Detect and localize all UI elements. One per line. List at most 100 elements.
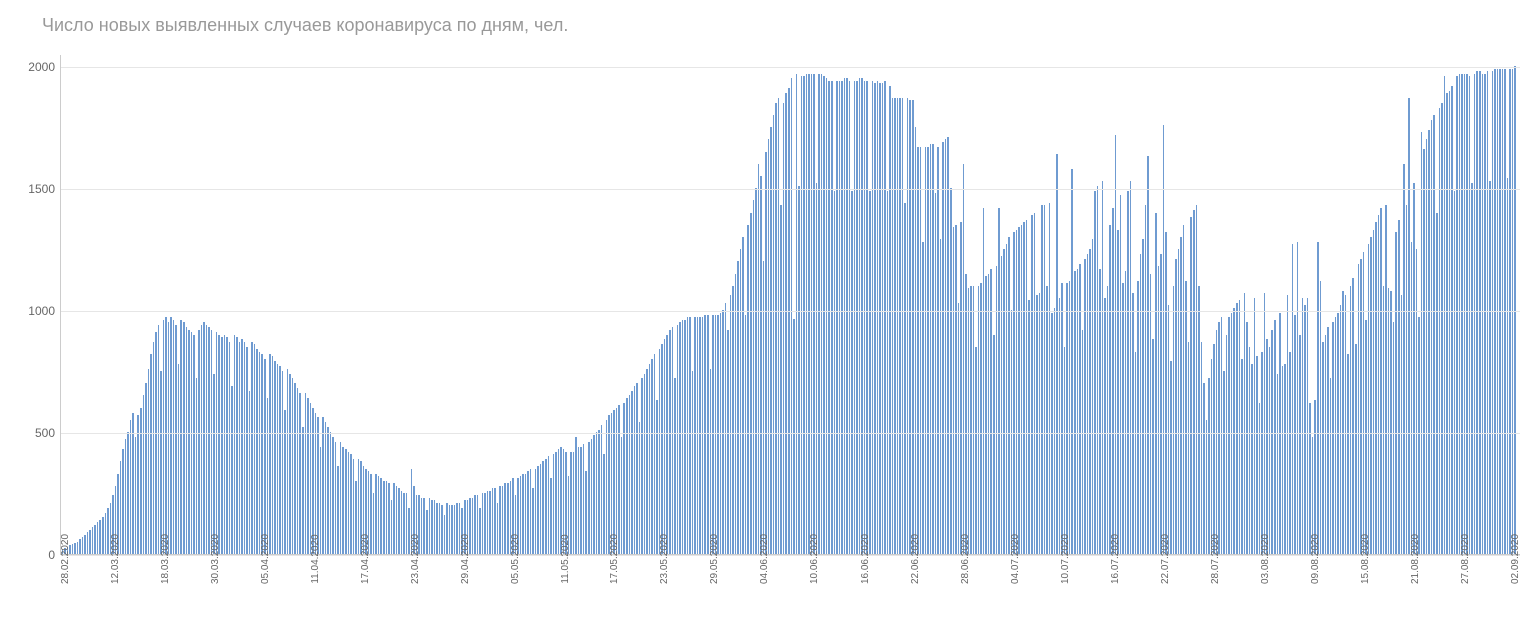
bar bbox=[636, 383, 638, 554]
bar bbox=[1347, 354, 1349, 554]
bar bbox=[765, 152, 767, 554]
bar bbox=[1256, 356, 1258, 554]
bar bbox=[254, 344, 256, 554]
bar bbox=[641, 378, 643, 554]
bar bbox=[299, 393, 301, 554]
bar bbox=[1332, 322, 1334, 554]
bar bbox=[148, 369, 150, 554]
bar bbox=[180, 320, 182, 554]
bar bbox=[1358, 264, 1360, 554]
bar bbox=[1031, 215, 1033, 554]
x-tick-label: 02.09.2020 bbox=[1510, 534, 1539, 584]
y-tick-label: 500 bbox=[35, 426, 61, 440]
x-tick: 15.08.2020 bbox=[1360, 555, 1410, 643]
x-tick: 09.08.2020 bbox=[1310, 555, 1360, 643]
bar bbox=[715, 315, 717, 554]
bar bbox=[1127, 191, 1129, 554]
bar bbox=[1130, 181, 1132, 554]
bar bbox=[1013, 232, 1015, 554]
bar bbox=[1393, 322, 1395, 554]
bar bbox=[803, 76, 805, 554]
bar bbox=[679, 322, 681, 554]
bar bbox=[854, 81, 856, 554]
bar bbox=[1003, 249, 1005, 554]
bar bbox=[925, 147, 927, 554]
bar bbox=[975, 347, 977, 554]
bar bbox=[1185, 281, 1187, 554]
x-tick: 22.06.2020 bbox=[910, 555, 960, 643]
bar bbox=[732, 286, 734, 554]
bar bbox=[629, 395, 631, 554]
x-tick: 04.07.2020 bbox=[1010, 555, 1060, 643]
bar bbox=[1297, 242, 1299, 554]
bar bbox=[887, 191, 889, 554]
bar bbox=[289, 374, 291, 554]
bar bbox=[1444, 76, 1446, 554]
bar bbox=[1132, 293, 1134, 554]
bar bbox=[191, 332, 193, 554]
bar bbox=[879, 83, 881, 554]
bar bbox=[1125, 271, 1127, 554]
bar bbox=[226, 337, 228, 554]
bar bbox=[1084, 259, 1086, 554]
x-tick: 28.07.2020 bbox=[1210, 555, 1260, 643]
bar bbox=[1115, 135, 1117, 555]
bar bbox=[1309, 403, 1311, 554]
bar bbox=[834, 191, 836, 554]
bar bbox=[1375, 222, 1377, 554]
bar bbox=[1355, 344, 1357, 554]
bar bbox=[1395, 232, 1397, 554]
bar bbox=[236, 337, 238, 554]
bar bbox=[1406, 205, 1408, 554]
bar bbox=[1352, 278, 1354, 554]
bar bbox=[654, 354, 656, 554]
bar bbox=[1461, 74, 1463, 554]
bar bbox=[1269, 347, 1271, 554]
bar bbox=[1122, 283, 1124, 554]
bar bbox=[1284, 364, 1286, 554]
x-tick: 23.05.2020 bbox=[659, 555, 709, 643]
bar bbox=[710, 369, 712, 554]
bar bbox=[294, 383, 296, 554]
bar bbox=[694, 317, 696, 554]
bar bbox=[1104, 298, 1106, 554]
bar bbox=[884, 81, 886, 554]
bar bbox=[1335, 317, 1337, 554]
bar bbox=[1074, 271, 1076, 554]
bar bbox=[1183, 225, 1185, 554]
bar bbox=[783, 103, 785, 554]
bar bbox=[722, 310, 724, 554]
bar bbox=[201, 325, 203, 554]
bar bbox=[806, 74, 808, 554]
bar bbox=[955, 225, 957, 554]
bar bbox=[140, 408, 142, 554]
bar bbox=[902, 98, 904, 554]
bar bbox=[1390, 291, 1392, 554]
bar bbox=[1213, 344, 1215, 554]
bar bbox=[1008, 237, 1010, 554]
bar bbox=[1254, 298, 1256, 554]
bar bbox=[985, 276, 987, 554]
bar bbox=[968, 288, 970, 554]
bar bbox=[828, 81, 830, 554]
bar bbox=[780, 205, 782, 554]
bar bbox=[1484, 74, 1486, 554]
bar bbox=[1135, 352, 1137, 554]
bar bbox=[282, 371, 284, 554]
bar bbox=[1454, 191, 1456, 554]
bar bbox=[753, 200, 755, 554]
bar bbox=[264, 359, 266, 554]
bar bbox=[277, 364, 279, 554]
bar bbox=[702, 317, 704, 554]
bar bbox=[1221, 317, 1223, 554]
bar bbox=[1109, 225, 1111, 554]
bar bbox=[1112, 208, 1114, 554]
bar bbox=[864, 81, 866, 554]
bar bbox=[1459, 74, 1461, 554]
bar bbox=[937, 147, 939, 554]
bar bbox=[1325, 335, 1327, 555]
bar bbox=[287, 369, 289, 554]
bar bbox=[305, 393, 307, 554]
bar bbox=[877, 81, 879, 554]
bar bbox=[1011, 310, 1013, 554]
